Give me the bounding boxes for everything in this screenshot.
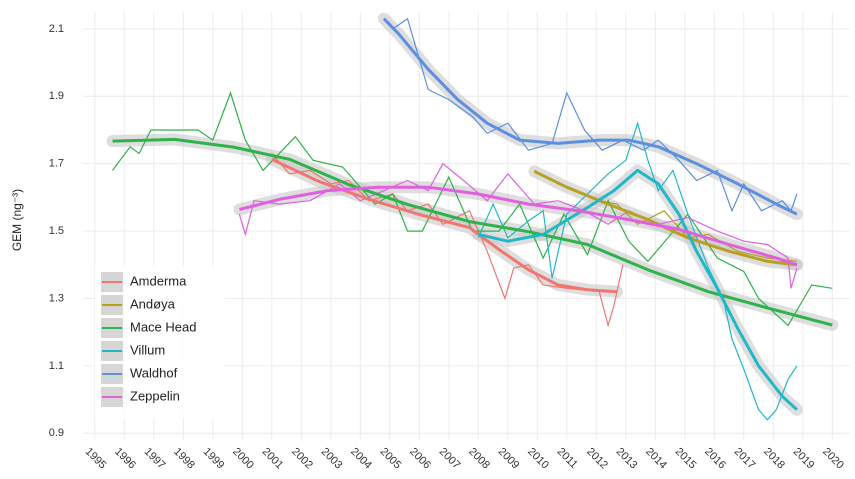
legend-label: Waldhof <box>130 365 178 380</box>
x-tick-label: 2002 <box>289 446 315 472</box>
raw-line <box>477 121 798 421</box>
x-tick-label: 2015 <box>673 446 699 472</box>
y-tick-label: 2.1 <box>49 23 64 35</box>
x-tick-label: 2012 <box>584 446 610 472</box>
x-tick-label: 2008 <box>466 446 492 472</box>
x-tick-label: 2016 <box>702 446 728 472</box>
x-tick-label: 2009 <box>496 446 522 472</box>
y-tick-label: 1.5 <box>49 225 64 237</box>
y-tick-label: 1.3 <box>49 292 64 304</box>
y-tick-label: 0.9 <box>49 427 64 439</box>
y-tick-label: 1.1 <box>49 360 64 372</box>
y-axis-label: GEM (ng⁻³) <box>10 189 24 251</box>
x-tick-label: 1997 <box>142 446 168 472</box>
x-tick-label: 1998 <box>171 446 197 472</box>
x-tick-label: 1999 <box>201 446 227 472</box>
raw-line <box>383 17 798 213</box>
x-tick-label: 2007 <box>437 446 463 472</box>
trend-line <box>239 185 798 267</box>
x-tick-label: 1996 <box>112 446 138 472</box>
x-tick-label: 1995 <box>83 446 109 472</box>
trend-line <box>112 137 833 327</box>
legend-label: Mace Head <box>130 319 196 334</box>
x-tick-label: 2019 <box>791 446 817 472</box>
legend-label: Villum <box>130 342 165 357</box>
trend-line <box>382 17 798 216</box>
x-tick-label: 2018 <box>761 446 787 472</box>
x-tick-label: 2011 <box>555 446 580 471</box>
legend-label: Zeppelin <box>130 388 180 403</box>
x-tick-label: 2017 <box>732 446 758 472</box>
x-tick-label: 2020 <box>820 446 846 472</box>
x-tick-label: 2000 <box>230 446 256 472</box>
x-tick-label: 2010 <box>525 446 551 472</box>
legend-label: Andøya <box>130 296 176 311</box>
x-tick-label: 2005 <box>378 446 404 472</box>
y-tick-label: 1.7 <box>49 158 64 170</box>
x-tick-label: 2003 <box>319 446 345 472</box>
y-tick-label: 1.9 <box>49 90 64 102</box>
trend-line <box>477 168 798 411</box>
x-tick-label: 2014 <box>643 446 669 472</box>
x-tick-label: 2006 <box>407 446 433 472</box>
x-tick-label: 2001 <box>260 446 286 472</box>
x-tick-label: 2013 <box>614 446 640 472</box>
x-tick-label: 2004 <box>348 446 374 472</box>
legend-label: Amderma <box>130 273 187 288</box>
raw-line <box>238 162 798 289</box>
